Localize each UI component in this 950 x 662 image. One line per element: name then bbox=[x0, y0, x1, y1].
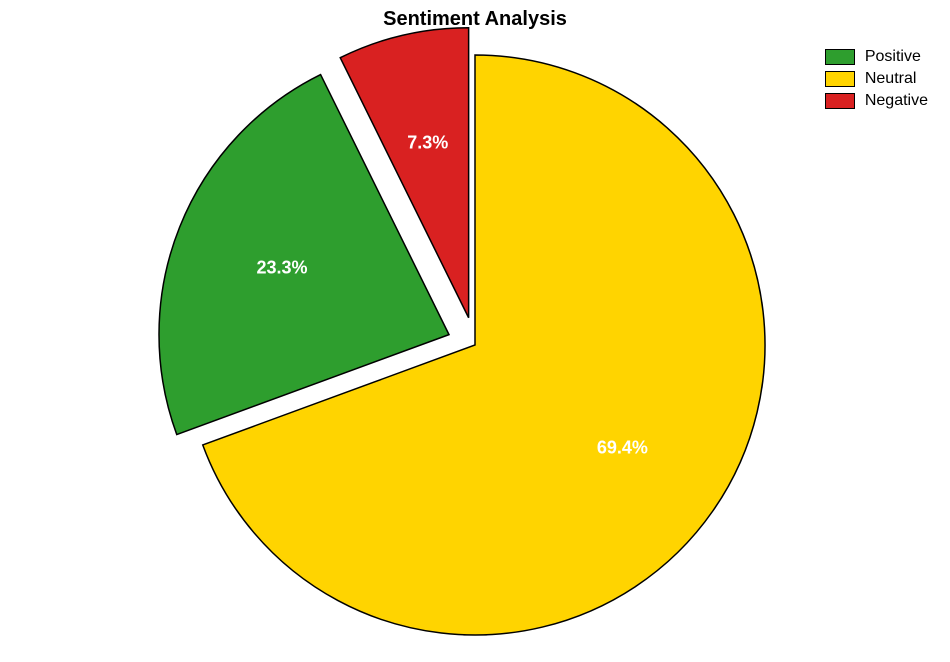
pie-svg bbox=[0, 0, 950, 662]
legend-swatch-neutral bbox=[825, 71, 855, 87]
sentiment-pie-chart: Sentiment Analysis 69.4%23.3%7.3% Positi… bbox=[0, 0, 950, 662]
pie-label-neutral: 69.4% bbox=[597, 437, 648, 458]
legend-swatch-negative bbox=[825, 93, 855, 109]
legend-swatch-positive bbox=[825, 49, 855, 65]
legend-label-negative: Negative bbox=[865, 92, 928, 110]
legend-item-negative: Negative bbox=[825, 92, 928, 110]
pie-label-positive: 23.3% bbox=[257, 257, 308, 278]
legend-item-positive: Positive bbox=[825, 48, 928, 66]
legend-label-neutral: Neutral bbox=[865, 70, 917, 88]
legend-item-neutral: Neutral bbox=[825, 70, 928, 88]
legend-label-positive: Positive bbox=[865, 48, 921, 66]
legend: Positive Neutral Negative bbox=[825, 48, 928, 114]
pie-label-negative: 7.3% bbox=[407, 132, 448, 153]
